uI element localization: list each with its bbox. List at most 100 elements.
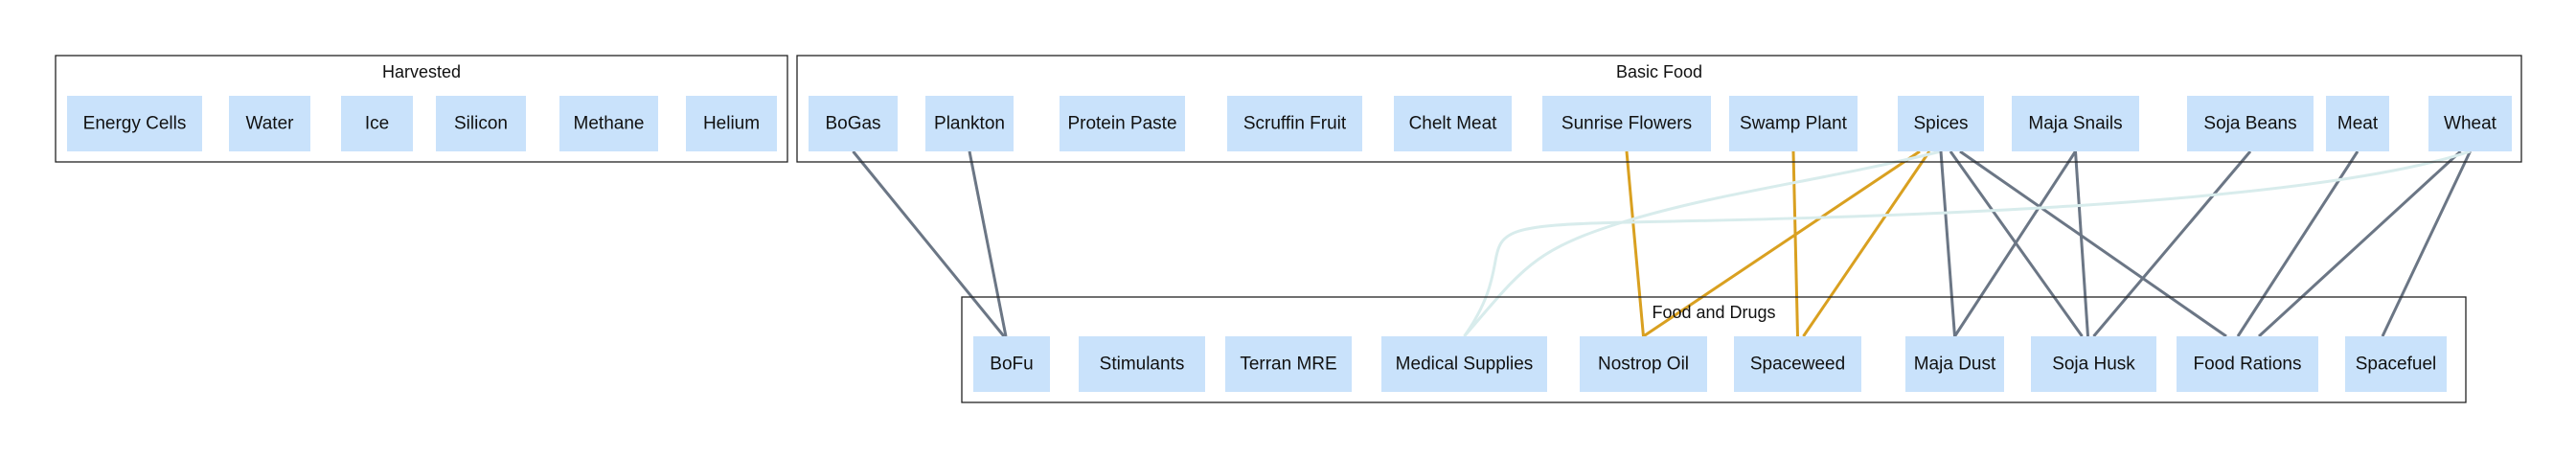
node-label: Wheat: [2444, 114, 2497, 134]
edge-spices-to-medical-supplies: [1463, 149, 1942, 337]
node-box: [973, 336, 1050, 392]
node-ice: Ice: [341, 96, 413, 151]
node-box: [686, 96, 777, 151]
node-spaceweed: Spaceweed: [1734, 336, 1861, 392]
node-label: Maja Dust: [1914, 355, 1996, 375]
node-box: [2428, 96, 2512, 151]
node-label: Sunrise Flowers: [1562, 114, 1692, 134]
node-medical-supplies: Medical Supplies: [1381, 336, 1547, 392]
node-box: [809, 96, 898, 151]
edge-maja-snails-to-soja-husk: [2074, 150, 2089, 337]
node-protein-paste: Protein Paste: [1060, 96, 1185, 151]
node-box: [2031, 336, 2156, 392]
node-box: [1394, 96, 1512, 151]
edge-spices-to-spaceweed: [1802, 150, 1931, 337]
edge-soja-beans-to-soja-husk: [2092, 150, 2252, 337]
node-label: Water: [246, 114, 295, 134]
node-label: Maja Snails: [2028, 114, 2122, 134]
node-box: [2345, 336, 2447, 392]
node-label: Protein Paste: [1067, 114, 1176, 134]
node-box: [1060, 96, 1185, 151]
node-box: [1729, 96, 1858, 151]
node-box: [67, 96, 202, 151]
node-silicon: Silicon: [436, 96, 526, 151]
node-label: Meat: [2337, 114, 2379, 134]
node-nostrop-oil: Nostrop Oil: [1580, 336, 1707, 392]
node-label: Terran MRE: [1240, 355, 1336, 375]
node-box: [1225, 336, 1352, 392]
edge-sunrise-flowers-to-nostrop-oil: [1625, 150, 1645, 337]
node-label: Scruffin Fruit: [1243, 114, 1347, 134]
node-box: [2187, 96, 2314, 151]
node-bofu: BoFu: [973, 336, 1050, 392]
node-box: [1079, 336, 1205, 392]
node-box: [2012, 96, 2139, 151]
cluster-harvested-box: [55, 55, 788, 163]
node-label: Plankton: [934, 114, 1005, 134]
node-label: Food Rations: [2193, 355, 2301, 375]
node-box: [1227, 96, 1362, 151]
node-sunrise-flowers: Sunrise Flowers: [1542, 96, 1711, 151]
node-soja-husk: Soja Husk: [2031, 336, 2156, 392]
node-stimulants: Stimulants: [1079, 336, 1205, 392]
edges-layer: [852, 149, 2472, 338]
node-maja-snails: Maja Snails: [2012, 96, 2139, 151]
node-label: Nostrop Oil: [1598, 355, 1689, 375]
edge-swamp-plant-to-spaceweed: [1791, 150, 1799, 337]
node-box: [1905, 336, 2004, 392]
node-label: Soja Husk: [2052, 355, 2135, 375]
node-label: Energy Cells: [83, 114, 187, 134]
node-label: Soja Beans: [2203, 114, 2296, 134]
node-wheat: Wheat: [2428, 96, 2512, 151]
node-box: [2326, 96, 2389, 151]
node-label: Spacefuel: [2356, 355, 2437, 375]
node-meat: Meat: [2326, 96, 2389, 151]
cluster-basic-food: Basic Food BoGas Plankton Protein Paste Scr…: [796, 55, 2522, 163]
edge-wheat-to-spacefuel: [2381, 150, 2472, 337]
node-box: [1381, 336, 1547, 392]
node-energy-cells: Energy Cells: [67, 96, 202, 151]
node-plankton: Plankton: [925, 96, 1014, 151]
cluster-harvested-nodes: Energy Cells Water Ice Silicon Methane Helium: [67, 96, 777, 151]
node-food-rations: Food Rations: [2177, 336, 2318, 392]
node-box: [1580, 336, 1707, 392]
cluster-harvested-title: Harvested: [382, 62, 461, 81]
node-box: [1542, 96, 1711, 151]
node-methane: Methane: [559, 96, 658, 151]
node-box: [2177, 336, 2318, 392]
node-spices: Spices: [1898, 96, 1984, 151]
node-label: Ice: [365, 114, 389, 134]
node-label: Helium: [703, 114, 760, 134]
node-box: [1898, 96, 1984, 151]
node-box: [1734, 336, 1861, 392]
node-label: Silicon: [454, 114, 508, 134]
edge-bogas-to-bofu: [852, 150, 1006, 337]
node-swamp-plant: Swamp Plant: [1729, 96, 1858, 151]
node-box: [559, 96, 658, 151]
cluster-food-and-drugs-nodes: BoFu Stimulants Terran MRE Medical Supplies…: [973, 336, 2447, 392]
node-box: [436, 96, 526, 151]
node-label: Methane: [574, 114, 645, 134]
edge-maja-snails-to-maja-dust: [1953, 150, 2077, 337]
node-soja-beans: Soja Beans: [2187, 96, 2314, 151]
node-label: Chelt Meat: [1409, 114, 1498, 134]
node-label: Medical Supplies: [1396, 355, 1534, 375]
cluster-food-and-drugs: Food and Drugs BoFu Stimulants Terran MRE M…: [961, 296, 2467, 403]
cluster-basic-food-title: Basic Food: [1616, 62, 1702, 81]
node-box: [925, 96, 1014, 151]
node-label: BoGas: [825, 114, 880, 134]
edge-spices-to-food-rations: [1959, 149, 2227, 338]
edge-wheat-to-food-rations: [2257, 149, 2462, 338]
node-label: Swamp Plant: [1740, 114, 1848, 134]
node-label: Stimulants: [1100, 355, 1185, 375]
cluster-harvested: Harvested Energy Cells Water Ice Silicon Met…: [55, 55, 788, 163]
node-label: Spaceweed: [1750, 355, 1845, 375]
node-scruffin-fruit: Scruffin Fruit: [1227, 96, 1362, 151]
node-water: Water: [229, 96, 310, 151]
edge-wheat-to-medical-supplies: [1463, 149, 2471, 337]
node-spacefuel: Spacefuel: [2345, 336, 2447, 392]
node-chelt-meat: Chelt Meat: [1394, 96, 1512, 151]
cluster-basic-food-nodes: BoGas Plankton Protein Paste Scruffin Fruit…: [809, 96, 2512, 151]
edge-meat-to-food-rations: [2236, 150, 2359, 337]
